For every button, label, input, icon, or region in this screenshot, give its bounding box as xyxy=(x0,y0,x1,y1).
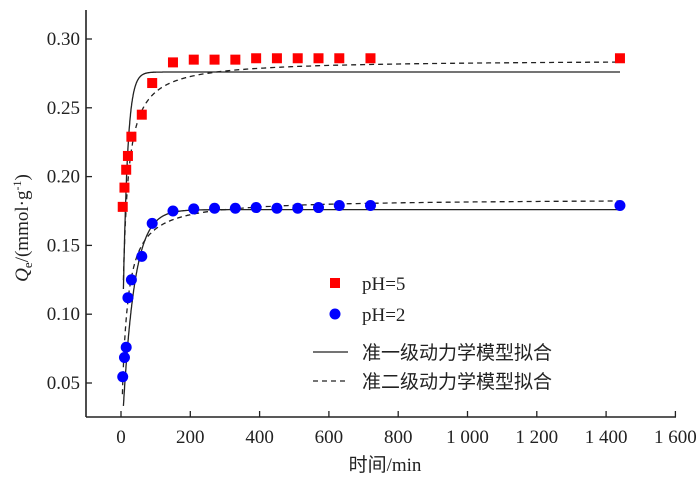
data-point-ph2 xyxy=(120,341,132,353)
data-point-ph2 xyxy=(125,274,137,286)
y-axis-label: Qe/(mmol·g-1) xyxy=(10,174,35,282)
data-point-ph5 xyxy=(119,182,130,193)
x-tick-label: 800 xyxy=(384,427,413,448)
data-point-ph5 xyxy=(147,78,158,89)
ticks: 0 200 400 600 800 1 000 1 200 1 400 1 600 0.05 0.1… xyxy=(47,29,697,448)
data-point-ph2 xyxy=(188,203,200,215)
legend-label-second-order: 准二级动力学模型拟合 xyxy=(362,371,552,393)
first-order-fit-pH2 xyxy=(122,208,620,406)
data-point-ph5 xyxy=(209,54,220,65)
x-tick-label: 600 xyxy=(315,427,344,448)
data-point-ph2 xyxy=(313,202,325,214)
data-point-ph2 xyxy=(146,217,158,229)
x-axis-label: 时间/min xyxy=(349,454,422,476)
data-point-ph5 xyxy=(292,53,303,64)
legend-label-ph2: pH=2 xyxy=(362,305,405,326)
data-point-ph5 xyxy=(136,109,147,120)
data-point-ph2 xyxy=(136,250,148,262)
legend-label-first-order: 准一级动力学模型拟合 xyxy=(362,342,552,364)
x-tick-label: 1 000 xyxy=(446,427,489,448)
second-order-fit-pH5 xyxy=(122,61,620,281)
data-point-ph2 xyxy=(333,199,345,211)
first-order-fit-pH5 xyxy=(122,71,620,290)
data-point-ph2 xyxy=(122,292,134,304)
axes xyxy=(85,10,676,418)
data-point-ph5 xyxy=(365,53,376,64)
y-tick-label: 0.30 xyxy=(47,29,80,50)
x-tick-label: 1 200 xyxy=(515,427,558,448)
y-tick-label: 0.15 xyxy=(47,235,80,256)
data-point-ph5 xyxy=(126,131,137,142)
legend: pH=5 pH=2 准一级动力学模型拟合 准二级动力学模型拟合 xyxy=(313,274,552,393)
data-point-ph2 xyxy=(364,199,376,211)
second-order-fit-pH2 xyxy=(121,200,620,395)
data-point-ph5 xyxy=(122,150,133,161)
legend-marker-square xyxy=(330,278,340,288)
data-point-ph5 xyxy=(251,53,262,64)
data-point-ph5 xyxy=(334,53,345,64)
data-points xyxy=(117,53,626,383)
y-tick-label: 0.25 xyxy=(47,98,80,119)
x-tick-label: 400 xyxy=(245,427,274,448)
legend-label-ph5: pH=5 xyxy=(362,274,405,295)
data-point-ph2 xyxy=(292,202,304,214)
data-point-ph2 xyxy=(271,202,283,214)
x-tick-label: 1 600 xyxy=(654,427,697,448)
data-point-ph5 xyxy=(188,54,199,65)
data-point-ph2 xyxy=(209,202,221,214)
data-point-ph5 xyxy=(230,54,241,65)
data-point-ph5 xyxy=(614,53,625,64)
y-tick-label: 0.20 xyxy=(47,167,80,188)
data-point-ph2 xyxy=(167,205,179,217)
data-point-ph5 xyxy=(313,53,324,64)
data-point-ph2 xyxy=(614,199,626,211)
data-point-ph5 xyxy=(167,57,178,68)
data-point-ph2 xyxy=(229,202,241,214)
y-tick-label: 0.05 xyxy=(47,373,80,394)
x-tick-label: 0 xyxy=(116,427,126,448)
x-tick-label: 200 xyxy=(176,427,205,448)
data-point-ph2 xyxy=(117,371,129,383)
data-point-ph5 xyxy=(271,53,282,64)
y-tick-label: 0.10 xyxy=(47,304,80,325)
data-point-ph2 xyxy=(118,352,130,364)
data-point-ph2 xyxy=(250,202,262,214)
data-point-ph5 xyxy=(121,164,132,175)
x-tick-label: 1 400 xyxy=(585,427,628,448)
legend-marker-circle xyxy=(329,308,341,320)
data-point-ph5 xyxy=(117,201,128,212)
